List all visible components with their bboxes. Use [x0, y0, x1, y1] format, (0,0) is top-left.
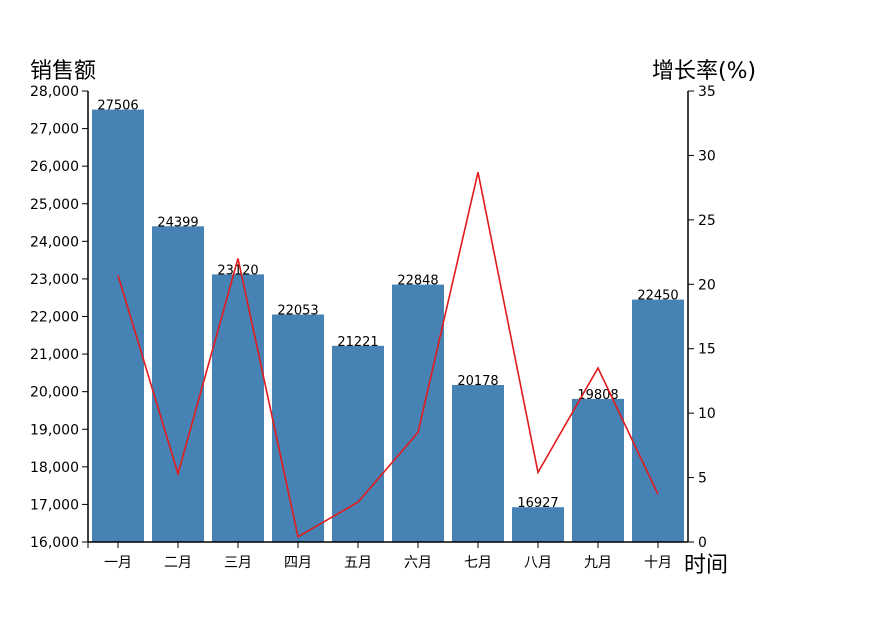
bar-value-label: 27506 [97, 99, 138, 114]
bar [152, 226, 204, 543]
bar [392, 284, 444, 542]
left-tick-label: 16,000 [30, 535, 79, 551]
x-tick-label: 一月 [104, 555, 132, 571]
bar [212, 274, 264, 542]
left-tick-label: 21,000 [30, 347, 79, 363]
x-axis-title: 时间 [684, 553, 728, 578]
left-axis-title: 销售额 [30, 59, 96, 84]
left-tick-label: 25,000 [30, 197, 79, 213]
bar-value-label: 19808 [577, 388, 618, 403]
left-tick-label: 24,000 [30, 234, 79, 250]
left-y-axis: 16,000 17,000 18,000 19,000 20,000 21,000 22,0… [30, 84, 89, 551]
x-tick-label: 六月 [404, 555, 432, 571]
bar-value-label: 24399 [157, 215, 198, 230]
bar-value-label: 16927 [517, 496, 558, 511]
right-tick-label: 35 [698, 84, 716, 100]
left-tick-label: 28,000 [30, 84, 79, 100]
x-tick-label: 四月 [284, 555, 312, 571]
bar-value-label: 22848 [397, 274, 438, 289]
bar-value-label: 21221 [337, 335, 378, 350]
left-tick-label: 23,000 [30, 272, 79, 288]
left-tick-label: 26,000 [30, 159, 79, 175]
x-axis: 一月 二月 三月 四月 五月 六月 七月 八月 九月 十月 [87, 541, 688, 571]
right-y-axis: 0 5 10 15 20 25 30 35 [687, 84, 716, 551]
bar [572, 398, 624, 542]
growth-line-layer [117, 172, 659, 539]
bar-value-label: 20178 [457, 374, 498, 389]
bar [512, 507, 564, 542]
right-tick-label: 10 [698, 406, 716, 422]
bar [632, 299, 684, 542]
x-tick-label: 二月 [164, 555, 192, 571]
x-tick-label: 十月 [644, 555, 672, 571]
left-tick-label: 18,000 [30, 460, 79, 476]
x-tick-label: 五月 [344, 555, 372, 571]
x-tick-label: 三月 [224, 555, 252, 571]
bar-value-label: 23120 [217, 263, 258, 278]
bar-value-label: 22053 [277, 304, 318, 319]
bars-layer [92, 109, 684, 543]
right-tick-label: 15 [698, 342, 716, 358]
bar [332, 345, 384, 542]
bar [272, 314, 324, 542]
left-tick-label: 19,000 [30, 422, 79, 438]
x-tick-label: 九月 [584, 555, 612, 571]
right-tick-label: 0 [698, 535, 707, 551]
left-tick-label: 17,000 [30, 497, 79, 513]
x-tick-label: 八月 [524, 555, 552, 571]
left-tick-label: 20,000 [30, 385, 79, 401]
bar [92, 109, 144, 542]
right-axis-title: 增长率(%) [652, 59, 756, 84]
bar-labels-layer: 27506 24399 23120 22053 21221 22848 20178 16927… [97, 99, 678, 512]
growth-rate-line [117, 172, 659, 539]
bar-value-label: 22450 [637, 289, 678, 304]
right-tick-label: 5 [698, 471, 707, 487]
x-tick-label: 七月 [464, 555, 492, 571]
right-tick-label: 25 [698, 213, 716, 229]
left-tick-label: 22,000 [30, 310, 79, 326]
bar [452, 385, 504, 542]
left-tick-label: 27,000 [30, 122, 79, 138]
right-tick-label: 30 [698, 148, 716, 164]
right-tick-label: 20 [698, 277, 716, 293]
